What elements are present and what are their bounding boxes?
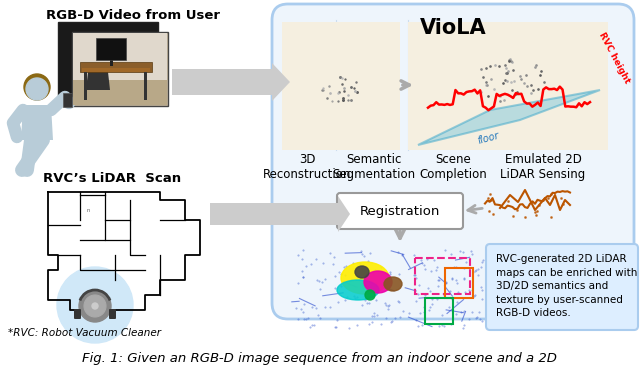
Text: VioLA: VioLA — [420, 18, 486, 38]
Text: floor: floor — [476, 130, 500, 146]
FancyBboxPatch shape — [282, 22, 400, 150]
FancyBboxPatch shape — [408, 22, 608, 150]
Text: Scene
Completion: Scene Completion — [419, 153, 487, 181]
Polygon shape — [338, 196, 350, 232]
Circle shape — [84, 295, 106, 317]
Text: Fig. 1: Given an RGB-D image sequence from an indoor scene and a 2D: Fig. 1: Given an RGB-D image sequence fr… — [83, 352, 557, 365]
Ellipse shape — [365, 290, 375, 300]
Ellipse shape — [355, 266, 369, 278]
FancyBboxPatch shape — [337, 193, 463, 229]
Polygon shape — [21, 105, 53, 140]
FancyBboxPatch shape — [144, 72, 147, 100]
FancyBboxPatch shape — [80, 62, 152, 72]
Polygon shape — [73, 80, 167, 105]
Ellipse shape — [337, 280, 379, 300]
FancyBboxPatch shape — [110, 58, 113, 66]
Polygon shape — [86, 72, 110, 90]
Polygon shape — [418, 90, 600, 145]
Circle shape — [92, 303, 98, 309]
FancyBboxPatch shape — [73, 33, 167, 80]
FancyBboxPatch shape — [72, 32, 168, 106]
FancyBboxPatch shape — [82, 68, 150, 72]
Ellipse shape — [384, 277, 402, 291]
Text: RVC-generated 2D LiDAR
maps can be enriched with
3D/2D semantics and
texture by : RVC-generated 2D LiDAR maps can be enric… — [496, 254, 637, 318]
Text: 3D
Reconstruction: 3D Reconstruction — [263, 153, 351, 181]
FancyBboxPatch shape — [74, 309, 81, 319]
FancyBboxPatch shape — [96, 38, 126, 60]
FancyBboxPatch shape — [272, 4, 634, 319]
FancyBboxPatch shape — [73, 33, 167, 105]
FancyBboxPatch shape — [486, 244, 638, 330]
FancyBboxPatch shape — [63, 93, 72, 107]
Bar — [425, 298, 453, 324]
FancyBboxPatch shape — [84, 72, 87, 100]
Text: RGB-D Video from User: RGB-D Video from User — [46, 9, 220, 22]
FancyBboxPatch shape — [210, 203, 338, 225]
Circle shape — [57, 267, 133, 343]
Circle shape — [24, 74, 50, 100]
Text: n: n — [86, 207, 90, 213]
Text: Emulated 2D
LiDAR Sensing: Emulated 2D LiDAR Sensing — [500, 153, 586, 181]
Ellipse shape — [341, 262, 389, 294]
Polygon shape — [272, 63, 290, 101]
Text: Registration: Registration — [360, 204, 440, 217]
FancyBboxPatch shape — [172, 69, 272, 95]
Ellipse shape — [364, 271, 392, 293]
Text: RVC’s LiDAR  Scan: RVC’s LiDAR Scan — [43, 172, 181, 185]
Circle shape — [79, 290, 111, 322]
Bar — [415, 258, 470, 294]
Text: *RVC: Robot Vacuum Cleaner: *RVC: Robot Vacuum Cleaner — [8, 328, 161, 338]
Circle shape — [26, 78, 48, 100]
Text: RVC height: RVC height — [597, 31, 632, 85]
Text: Semantic
Segmentation: Semantic Segmentation — [332, 153, 415, 181]
FancyBboxPatch shape — [109, 309, 116, 319]
FancyBboxPatch shape — [58, 22, 158, 100]
Bar — [445, 268, 473, 298]
